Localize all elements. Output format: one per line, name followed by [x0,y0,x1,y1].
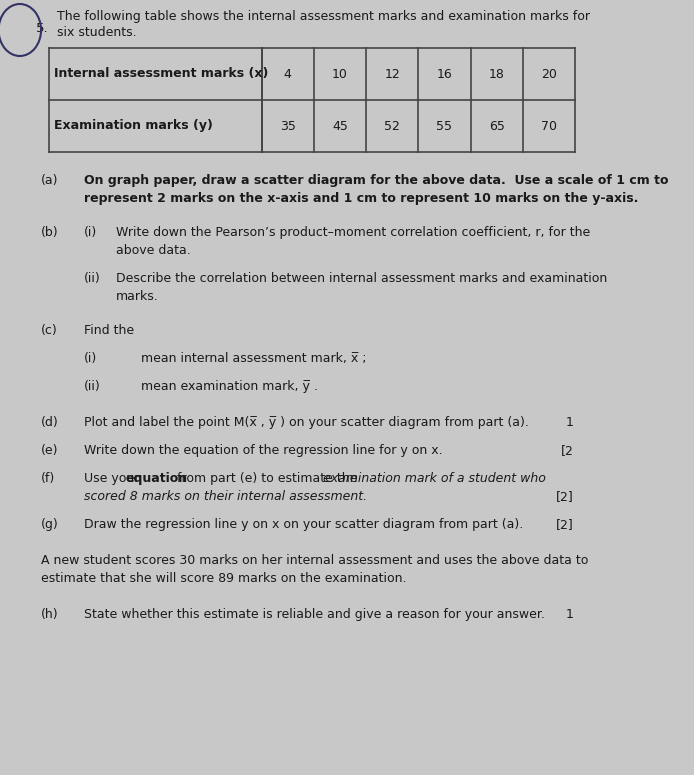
Text: 4: 4 [284,67,291,81]
Text: [2]: [2] [556,518,573,531]
Text: Use your: Use your [83,472,143,485]
Text: (b): (b) [41,226,59,239]
Text: equation: equation [126,472,188,485]
Text: Plot and label the point M(x̅ , y̅ ) on your scatter diagram from part (a).: Plot and label the point M(x̅ , y̅ ) on … [83,416,528,429]
Text: 65: 65 [489,119,505,133]
Text: 20: 20 [541,67,557,81]
Text: Internal assessment marks (x): Internal assessment marks (x) [54,67,269,80]
Text: represent 2 marks on the x-axis and 1 cm to represent 10 marks on the y-axis.: represent 2 marks on the x-axis and 1 cm… [83,192,638,205]
Text: Examination marks (y): Examination marks (y) [54,119,213,132]
Text: 70: 70 [541,119,557,133]
Text: (f): (f) [41,472,56,485]
Text: (g): (g) [41,518,59,531]
Text: marks.: marks. [116,290,159,303]
Text: 18: 18 [489,67,505,81]
Text: 52: 52 [384,119,400,133]
Text: (i): (i) [83,226,96,239]
Text: mean internal assessment mark, x̅ ;: mean internal assessment mark, x̅ ; [141,352,366,365]
Text: (i): (i) [83,352,96,365]
Text: estimate that she will score 89 marks on the examination.: estimate that she will score 89 marks on… [41,572,407,585]
Text: 16: 16 [437,67,452,81]
Text: mean examination mark, y̅ .: mean examination mark, y̅ . [141,380,318,393]
Text: six students.: six students. [58,26,137,39]
Text: (d): (d) [41,416,59,429]
Text: (h): (h) [41,608,59,621]
Text: Find the: Find the [83,324,134,337]
Text: scored 8 marks on their internal assessment.: scored 8 marks on their internal assessm… [83,490,366,503]
Text: A new student scores 30 marks on her internal assessment and uses the above data: A new student scores 30 marks on her int… [41,554,589,567]
Text: (ii): (ii) [83,380,100,393]
Text: 1: 1 [566,416,573,429]
Text: 35: 35 [280,119,296,133]
Text: examination mark of a student who: examination mark of a student who [323,472,545,485]
Text: above data.: above data. [116,244,191,257]
Text: 55: 55 [437,119,452,133]
Text: Describe the correlation between internal assessment marks and examination: Describe the correlation between interna… [116,272,607,285]
Text: 5.: 5. [36,22,49,35]
Text: (ii): (ii) [83,272,100,285]
Text: 12: 12 [384,67,400,81]
Text: Draw the regression line y on x on your scatter diagram from part (a).: Draw the regression line y on x on your … [83,518,523,531]
Text: (c): (c) [41,324,58,337]
Text: 45: 45 [332,119,348,133]
Text: (e): (e) [41,444,58,457]
Text: from part (e) to estimate the: from part (e) to estimate the [174,472,362,485]
Text: [2: [2 [561,444,573,457]
Text: On graph paper, draw a scatter diagram for the above data.  Use a scale of 1 cm : On graph paper, draw a scatter diagram f… [83,174,668,187]
Text: Write down the equation of the regression line for y on x.: Write down the equation of the regressio… [83,444,442,457]
Text: State whether this estimate is reliable and give a reason for your answer.: State whether this estimate is reliable … [83,608,544,621]
Text: (a): (a) [41,174,58,187]
Text: The following table shows the internal assessment marks and examination marks fo: The following table shows the internal a… [58,10,591,23]
Text: 1: 1 [566,608,573,621]
Text: 10: 10 [332,67,348,81]
Text: [2]: [2] [556,490,573,503]
Text: Write down the Pearson’s product–moment correlation coefficient, r, for the: Write down the Pearson’s product–moment … [116,226,591,239]
